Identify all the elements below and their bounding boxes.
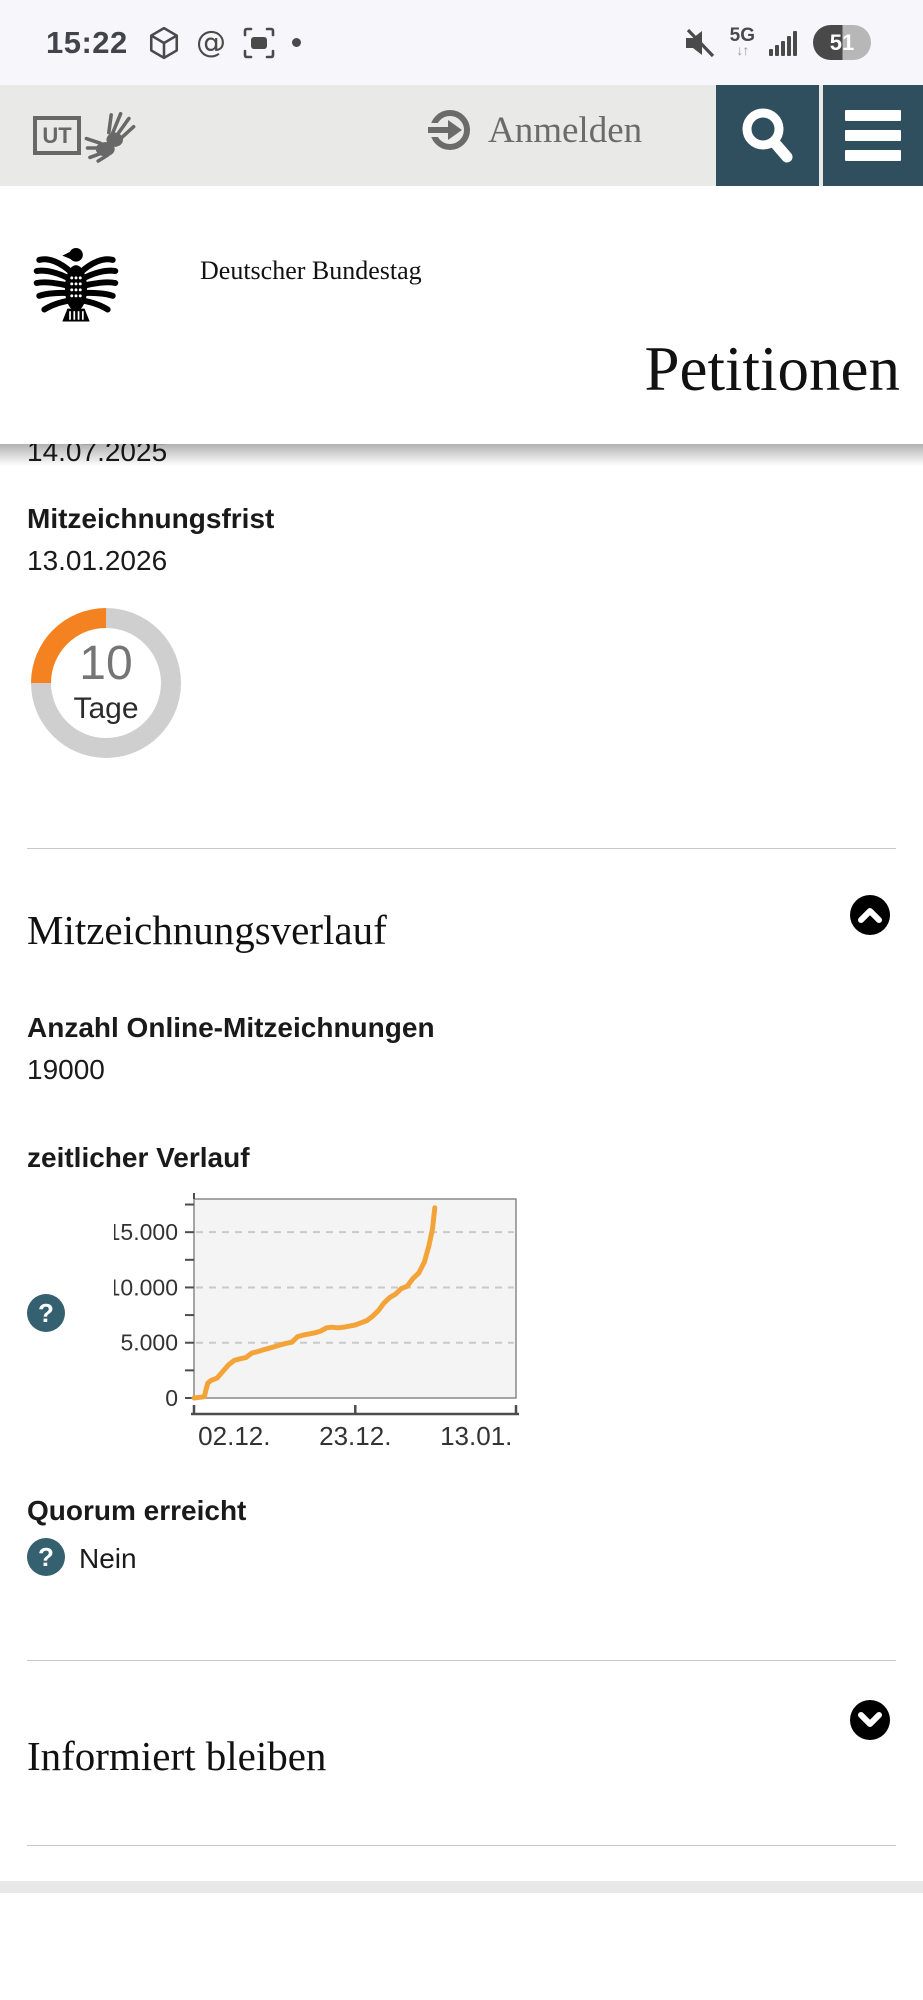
mute-icon — [685, 28, 714, 57]
hamburger-icon — [845, 110, 901, 161]
svg-text:10.000: 10.000 — [114, 1274, 178, 1300]
svg-text:02.12.: 02.12. — [198, 1421, 270, 1451]
deadline-date: 13.01.2026 — [27, 545, 168, 576]
masthead: Deutscher Bundestag Petitionen — [0, 186, 923, 444]
collapse-section-button[interactable] — [850, 895, 890, 935]
cube-3d-icon — [149, 26, 178, 59]
section-title-informed: Informiert bleiben — [27, 1733, 327, 1779]
chevron-down-icon — [858, 1712, 882, 1727]
page-bottom-strip — [0, 1881, 923, 1893]
days-remaining-donut: 10 Tage — [31, 608, 181, 758]
ut-label: UT — [42, 122, 72, 148]
expand-section-button[interactable] — [850, 1700, 890, 1740]
days-remaining-value: 10 — [79, 636, 133, 690]
divider — [27, 848, 896, 849]
android-nav-bar — [0, 1893, 923, 2000]
screenshot-icon — [243, 27, 275, 58]
svg-text:13.01.: 13.01. — [440, 1421, 512, 1451]
svg-text:0: 0 — [165, 1385, 178, 1411]
login-arrow-icon — [428, 110, 470, 150]
threads-icon: @ — [196, 26, 226, 60]
menu-button[interactable] — [823, 85, 923, 186]
site-name: Deutscher Bundestag — [200, 256, 422, 285]
bundestag-eagle-logo[interactable] — [33, 242, 119, 324]
page-title: Petitionen — [644, 334, 900, 404]
signature-count-value: 19000 — [27, 1054, 105, 1085]
chart-help-button[interactable]: ? — [27, 1294, 65, 1332]
search-icon — [742, 108, 792, 162]
network-5g-icon: 5G ↓↑ — [729, 25, 755, 58]
quorum-help-button[interactable]: ? — [27, 1538, 65, 1576]
battery-indicator: 51 — [813, 25, 871, 60]
login-label: Anmelden — [488, 109, 643, 151]
quorum-value: Nein — [79, 1543, 137, 1574]
donut-inner: 10 Tage — [51, 628, 161, 738]
timeline-label: zeitlicher Verlauf — [27, 1142, 250, 1173]
question-mark-icon: ? — [38, 1542, 54, 1572]
status-bar: 15:22 @ — [0, 0, 923, 85]
divider — [27, 1845, 896, 1846]
status-right: 5G ↓↑ 51 — [682, 25, 871, 60]
signal-strength-icon — [769, 30, 797, 56]
chevron-up-icon — [858, 908, 882, 923]
status-left: 15:22 @ — [46, 25, 301, 61]
divider — [27, 1660, 896, 1661]
signature-chart-svg: 0 5.000 10.000 15.000 02.12. 23.12. 13.01. — [114, 1193, 519, 1451]
quorum-label: Quorum erreicht — [27, 1495, 247, 1526]
sign-language-icon[interactable] — [84, 107, 136, 163]
signature-count-label: Anzahl Online-Mitzeichnungen — [27, 1012, 435, 1043]
login-button[interactable]: Anmelden — [426, 107, 642, 153]
search-button[interactable] — [716, 85, 819, 186]
notification-dot-icon — [291, 38, 301, 47]
question-mark-icon: ? — [38, 1298, 54, 1328]
section-title-history: Mitzeichnungsverlauf — [27, 907, 387, 953]
deadline-label: Mitzeichnungsfrist — [27, 503, 275, 534]
site-toolbar: UT Anmelden — [0, 85, 923, 186]
svg-text:5.000: 5.000 — [120, 1330, 178, 1356]
clock: 15:22 — [46, 24, 128, 60]
days-remaining-unit: Tage — [73, 691, 139, 725]
subtitles-ut-button[interactable]: UT — [33, 116, 81, 155]
svg-text:15.000: 15.000 — [114, 1219, 178, 1245]
svg-text:23.12.: 23.12. — [319, 1421, 391, 1451]
svg-text:@: @ — [196, 26, 226, 60]
